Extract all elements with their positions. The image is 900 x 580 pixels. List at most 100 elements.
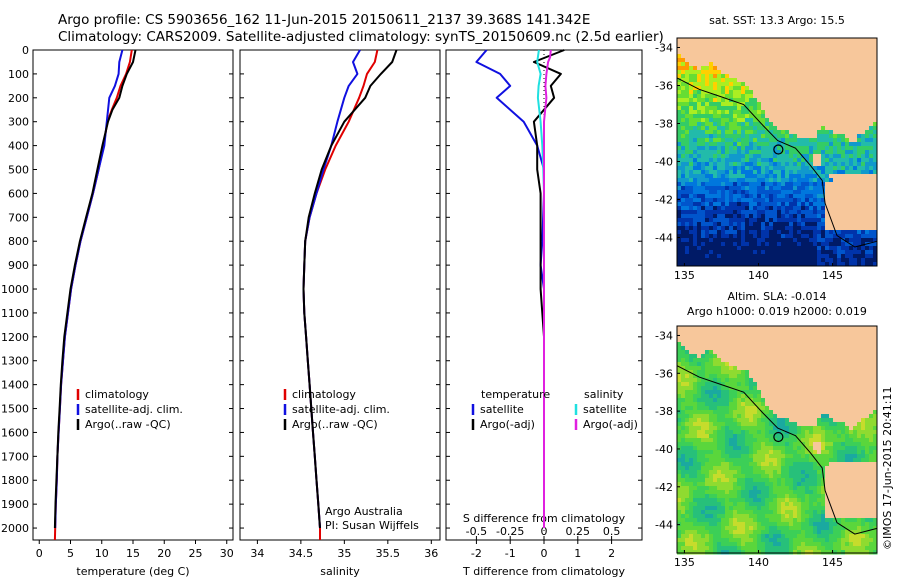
map-cell (681, 42, 686, 47)
map-cell (725, 418, 730, 423)
map-cell (709, 386, 714, 391)
map-cell (785, 110, 790, 115)
map-cell (717, 246, 722, 251)
map-cell (849, 50, 854, 55)
map-cell (853, 178, 858, 183)
map-cell (685, 518, 690, 523)
map-cell (789, 106, 794, 111)
map-cell (725, 246, 730, 251)
map-cell (753, 54, 758, 59)
map-cell (693, 150, 698, 155)
map-cell (733, 242, 738, 247)
map-cell (789, 154, 794, 159)
map-cell (765, 478, 770, 483)
map-cell (789, 138, 794, 143)
map-cell (873, 194, 878, 199)
map-cell (721, 546, 726, 551)
map-cell (749, 174, 754, 179)
map-cell (677, 50, 682, 55)
map-cell (797, 54, 802, 59)
map-cell (785, 262, 790, 267)
map-cell (817, 138, 822, 143)
map-cell (713, 38, 718, 43)
map-cell (797, 542, 802, 547)
map-cell (765, 458, 770, 463)
map-cell (857, 158, 862, 163)
map-cell (805, 218, 810, 223)
map-cell (785, 450, 790, 455)
map-cell (681, 450, 686, 455)
map-cell (701, 126, 706, 131)
map-cell (869, 246, 874, 251)
map-cell (749, 370, 754, 375)
map-cell (841, 102, 846, 107)
map-cell (769, 94, 774, 99)
map-cell (829, 146, 834, 151)
map-cell (817, 110, 822, 115)
map-cell (793, 78, 798, 83)
map-cell (745, 530, 750, 535)
map-cell (769, 210, 774, 215)
map-cell (785, 130, 790, 135)
map-cell (785, 466, 790, 471)
map-cell (693, 190, 698, 195)
map-cell (733, 206, 738, 211)
map-y-tick-label: -44 (655, 232, 673, 245)
map-cell (717, 114, 722, 119)
map-cell (681, 374, 686, 379)
map-cell (745, 390, 750, 395)
map-cell (805, 42, 810, 47)
map-cell (741, 518, 746, 523)
map-cell (761, 538, 766, 543)
map-cell (697, 438, 702, 443)
map-cell (869, 146, 874, 151)
map-cell (861, 138, 866, 143)
map-cell (749, 206, 754, 211)
map-cell (693, 518, 698, 523)
map-cell (745, 514, 750, 519)
map-cell (677, 86, 682, 91)
map-cell (837, 62, 842, 67)
map-cell (769, 502, 774, 507)
map-cell (761, 114, 766, 119)
map-cell (761, 478, 766, 483)
map-cell (837, 166, 842, 171)
map-cell (677, 190, 682, 195)
map-cell (761, 262, 766, 267)
map-cell (785, 354, 790, 359)
map-cell (801, 162, 806, 167)
map-cell (753, 234, 758, 239)
map-cell (733, 118, 738, 123)
map-cell (765, 190, 770, 195)
map-cell (689, 422, 694, 427)
map-cell (773, 42, 778, 47)
map-cell (869, 142, 874, 147)
map-cell (849, 182, 854, 187)
map-cell (693, 326, 698, 331)
map-cell (709, 178, 714, 183)
map-cell (713, 478, 718, 483)
map-cell (833, 50, 838, 55)
map-cell (829, 130, 834, 135)
map-cell (745, 450, 750, 455)
map-cell (697, 542, 702, 547)
x-axis-label: temperature (deg C) (76, 565, 189, 578)
map-cell (741, 50, 746, 55)
map-cell (797, 414, 802, 419)
map-cell (853, 82, 858, 87)
map-cell (833, 118, 838, 123)
x-tick-label: 15 (126, 547, 140, 560)
map-cell (741, 250, 746, 255)
map-cell (841, 118, 846, 123)
map-cell (809, 330, 814, 335)
map-cell (717, 506, 722, 511)
map-cell (693, 42, 698, 47)
map-cell (841, 242, 846, 247)
map-cell (765, 46, 770, 51)
map-cell (793, 402, 798, 407)
map-cell (745, 522, 750, 527)
map-cell (737, 118, 742, 123)
map-cell (753, 434, 758, 439)
map-cell (793, 510, 798, 515)
map-cell (853, 166, 858, 171)
